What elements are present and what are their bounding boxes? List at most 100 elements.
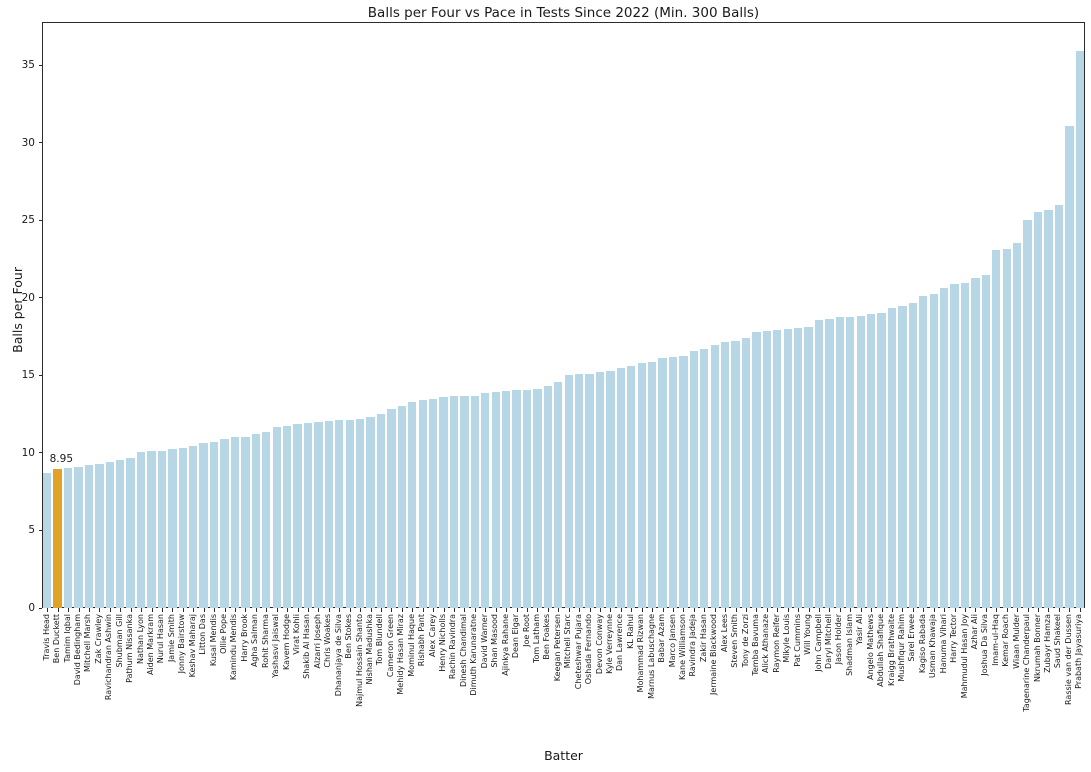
x-tick-mark bbox=[829, 608, 831, 612]
bar bbox=[960, 283, 970, 608]
bar bbox=[449, 396, 459, 608]
x-tick-mark bbox=[78, 608, 80, 612]
x-tick-mark bbox=[401, 608, 403, 612]
x-tick-label: Keegan Petersen bbox=[552, 614, 562, 682]
bar bbox=[105, 462, 114, 608]
x-tick-mark bbox=[57, 608, 59, 612]
x-tick-label: Kavem Hodge bbox=[281, 614, 291, 670]
x-tick-label: Cheteshwar Pujara bbox=[573, 614, 583, 690]
x-tick-mark bbox=[1079, 608, 1081, 612]
x-tick-mark bbox=[704, 608, 706, 612]
x-tick-label: John Campbell bbox=[813, 614, 823, 672]
x-tick-mark bbox=[182, 608, 184, 612]
chart-title: Balls per Four vs Pace in Tests Since 20… bbox=[367, 5, 760, 21]
bar bbox=[616, 368, 626, 608]
bar bbox=[376, 414, 386, 608]
y-tick-label: 30 bbox=[21, 136, 35, 149]
x-tick-mark bbox=[214, 608, 216, 612]
bar bbox=[689, 351, 699, 608]
x-tick-label: Zubayr Hamza bbox=[1042, 614, 1052, 673]
x-tick-label: Joe Root bbox=[521, 614, 531, 647]
x-tick-label: Marnus Labuschagne bbox=[646, 614, 656, 699]
x-tick-mark bbox=[902, 608, 904, 612]
bar bbox=[220, 439, 229, 608]
bar bbox=[74, 466, 83, 608]
bar bbox=[43, 473, 52, 608]
x-tick-mark bbox=[370, 608, 372, 612]
bar bbox=[199, 442, 208, 608]
bar bbox=[554, 381, 563, 608]
x-tick-mark bbox=[652, 608, 654, 612]
bar bbox=[679, 356, 688, 608]
x-tick-mark bbox=[88, 608, 90, 612]
x-tick-mark bbox=[68, 608, 70, 612]
x-tick-label: Rassie van der Dussen bbox=[1063, 614, 1073, 705]
bar bbox=[971, 277, 980, 608]
x-tick-mark bbox=[933, 608, 935, 612]
bar bbox=[324, 421, 333, 608]
x-tick-label: Pat Cummins bbox=[792, 614, 802, 667]
x-tick-label: Ravindra Jadeja bbox=[688, 614, 698, 677]
x-tick-mark bbox=[975, 608, 977, 612]
x-tick-label: Jermaine Blackwood bbox=[709, 614, 719, 695]
bar bbox=[397, 405, 406, 608]
bar bbox=[929, 294, 938, 608]
x-tick-label: Ben Duckett bbox=[52, 614, 62, 664]
x-tick-label: Ajinkya Rahane bbox=[500, 614, 510, 676]
x-tick-mark bbox=[589, 608, 591, 612]
x-tick-mark bbox=[558, 608, 560, 612]
bar bbox=[887, 308, 897, 608]
x-tick-mark bbox=[485, 608, 487, 612]
x-tick-mark bbox=[547, 608, 549, 612]
x-tick-label: Dean Elgar bbox=[511, 614, 521, 659]
x-tick-label: Ben Stokes bbox=[344, 614, 354, 659]
x-tick-label: Kane Williamson bbox=[677, 614, 687, 680]
bar bbox=[303, 422, 313, 608]
bar bbox=[1033, 211, 1043, 608]
bar bbox=[762, 331, 772, 608]
x-tick-label: Mushfiqur Rahim bbox=[896, 614, 906, 682]
bar bbox=[981, 275, 991, 608]
x-tick-label: Usman Khawaja bbox=[928, 614, 938, 679]
x-tick-label: Alex Carey bbox=[427, 614, 437, 658]
bar bbox=[731, 341, 740, 608]
x-tick-mark bbox=[798, 608, 800, 612]
x-tick-mark bbox=[620, 608, 622, 612]
x-tick-mark bbox=[318, 608, 320, 612]
bar bbox=[794, 328, 803, 608]
x-tick-label: Yasir Ali bbox=[855, 614, 865, 645]
x-tick-mark bbox=[1069, 608, 1071, 612]
bar bbox=[940, 287, 949, 608]
bar bbox=[992, 249, 1001, 608]
bar bbox=[126, 457, 135, 608]
x-tick-mark bbox=[881, 608, 883, 612]
x-tick-label: Tom Latham bbox=[531, 614, 541, 664]
x-tick-label: Agha Salman bbox=[250, 614, 260, 668]
x-tick-mark bbox=[777, 608, 779, 612]
x-axis-label: Batter bbox=[544, 748, 583, 763]
x-tick-label: Cameron Green bbox=[385, 614, 395, 678]
bar bbox=[481, 393, 490, 608]
bar bbox=[627, 366, 636, 608]
x-tick-label: Abdullah Shafique bbox=[876, 614, 886, 687]
bar bbox=[1054, 204, 1064, 608]
x-tick-mark bbox=[99, 608, 101, 612]
x-tick-label: Kamindu Mendis bbox=[229, 614, 239, 681]
x-tick-label: Mehidy Hasan Miraz bbox=[396, 614, 406, 695]
y-tick-mark bbox=[38, 297, 42, 299]
bar bbox=[189, 446, 198, 608]
bar bbox=[439, 397, 448, 608]
x-tick-mark bbox=[412, 608, 414, 612]
x-tick-label: Kusal Mendis bbox=[208, 614, 218, 667]
bar bbox=[314, 421, 323, 608]
x-tick-mark bbox=[871, 608, 873, 612]
x-tick-mark bbox=[912, 608, 914, 612]
x-tick-label: Daryl Mitchell bbox=[823, 614, 833, 669]
x-tick-mark bbox=[516, 608, 518, 612]
x-tick-mark bbox=[443, 608, 445, 612]
x-tick-label: Nishan Madushka bbox=[365, 614, 375, 685]
x-tick-label: Tony de Zorzi bbox=[740, 614, 750, 668]
bar bbox=[543, 385, 552, 608]
bar bbox=[282, 425, 292, 608]
